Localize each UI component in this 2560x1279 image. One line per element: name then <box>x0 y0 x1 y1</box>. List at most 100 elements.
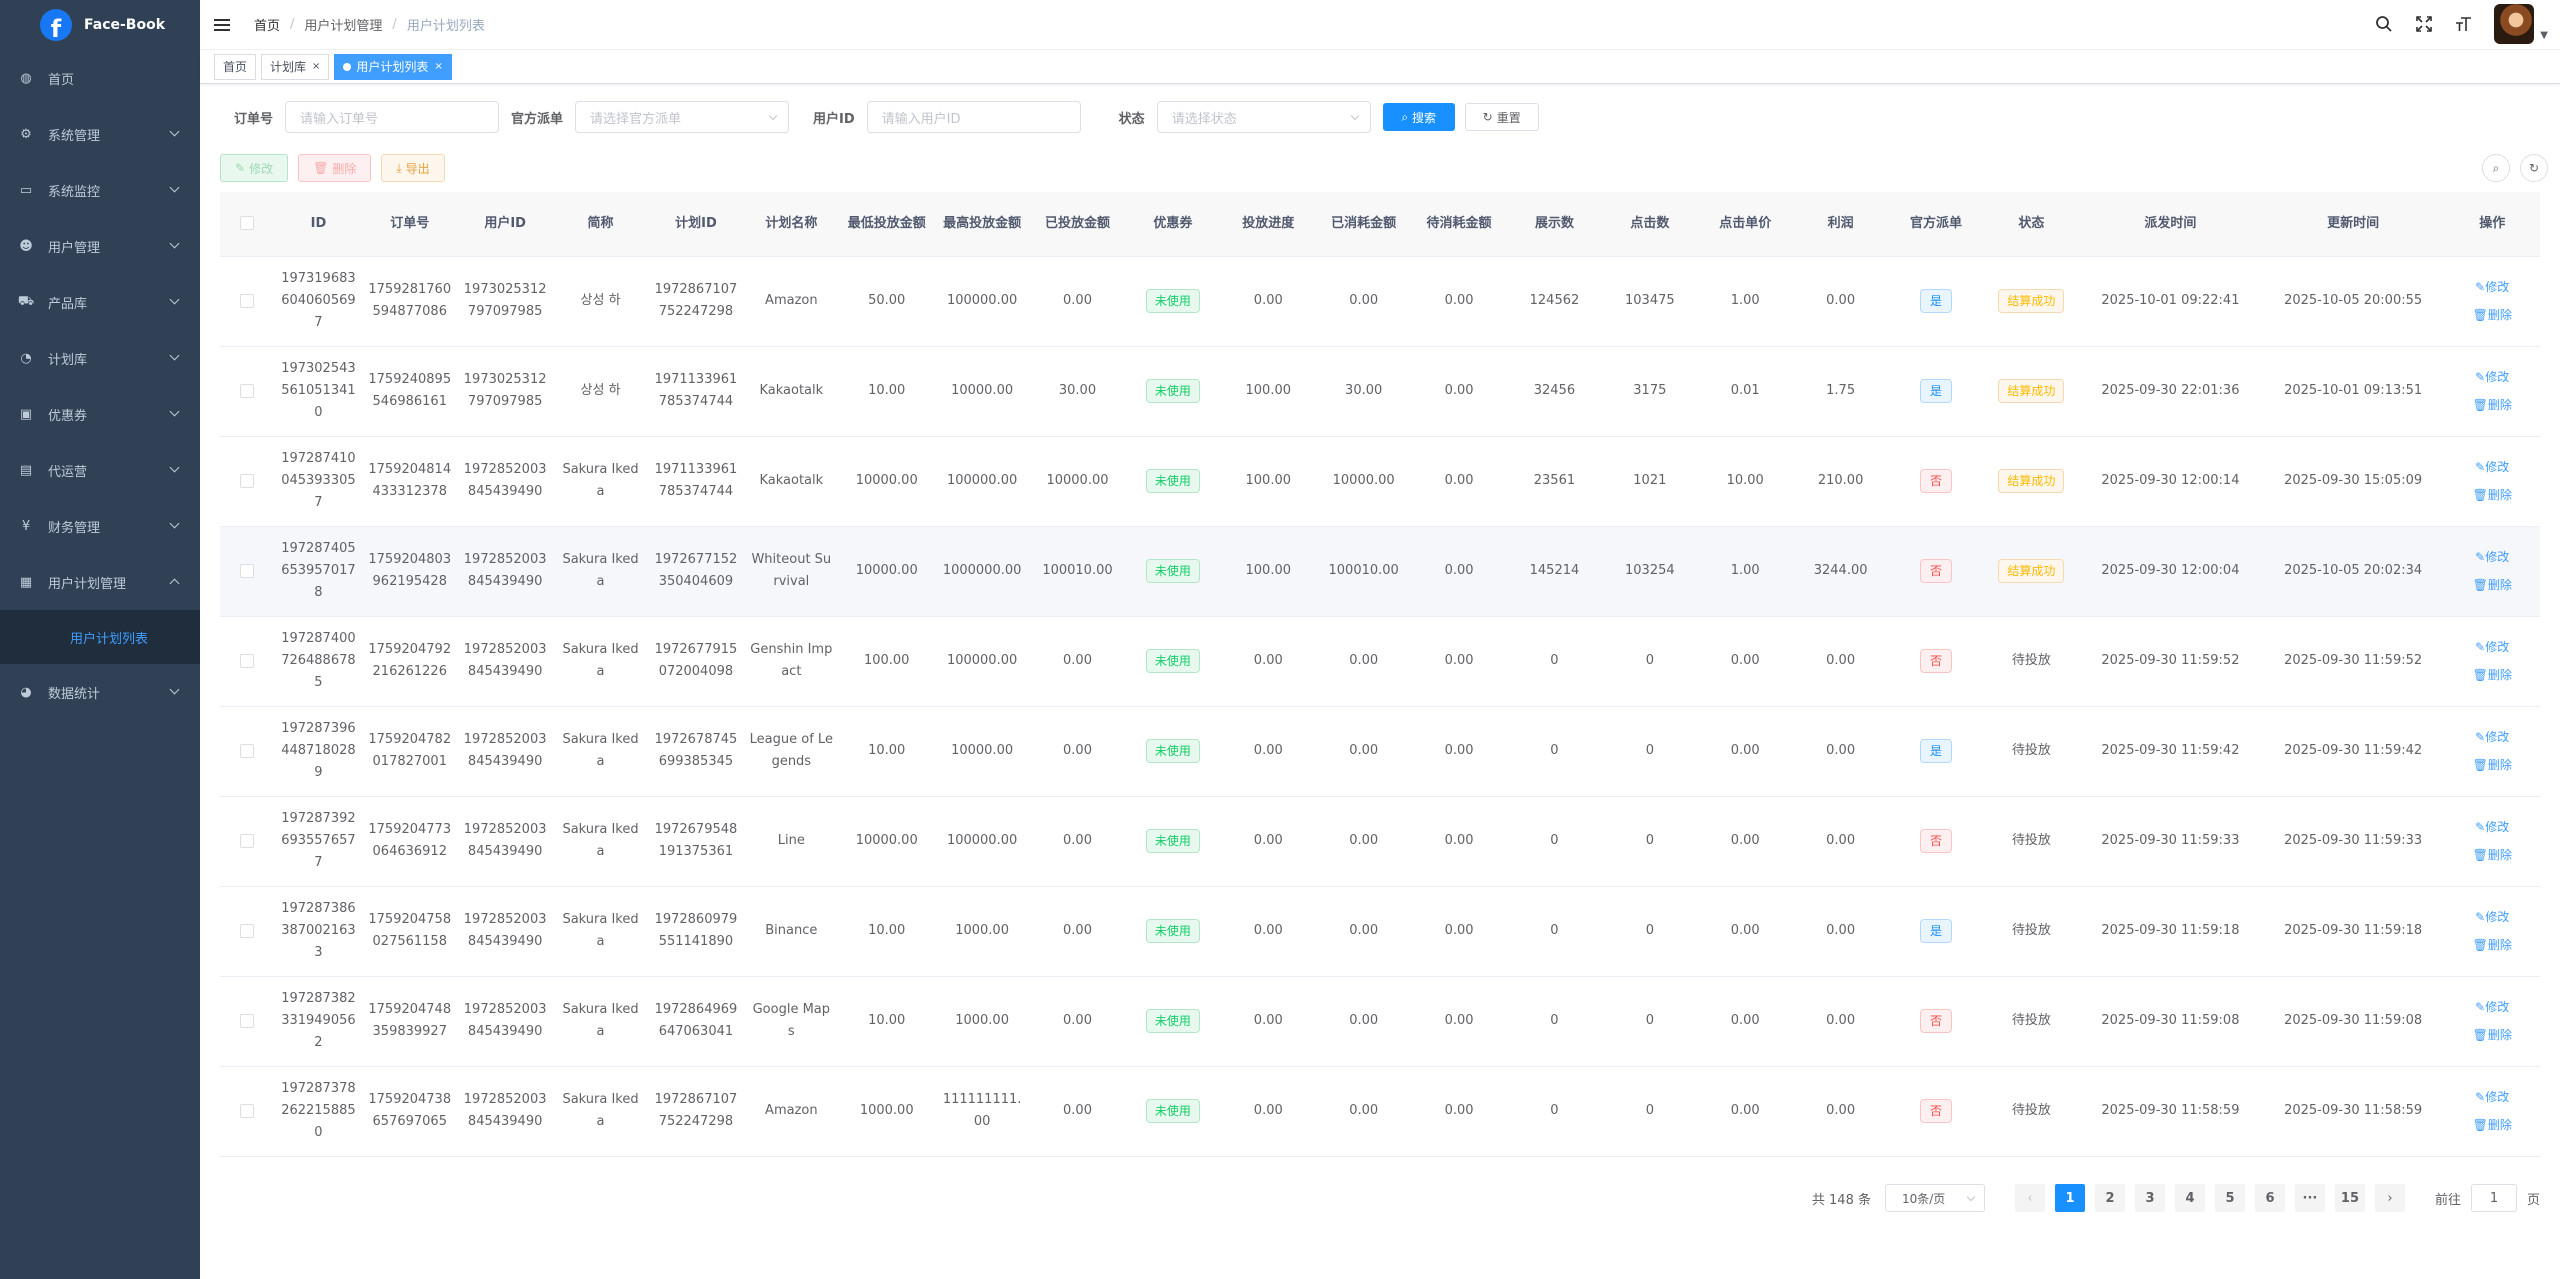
refresh-icon[interactable]: ↻ <box>2520 154 2548 182</box>
page-button[interactable]: 4 <box>2175 1184 2205 1212</box>
row-delete-link[interactable]: 🗑删除 <box>2450 1111 2534 1139</box>
toggle-search-icon[interactable]: ⌕ <box>2482 154 2510 182</box>
table-row[interactable]: 1972873964487180289 1759204782017827001 19… <box>220 706 2540 796</box>
order-input[interactable]: 请输入订单号 <box>285 101 499 133</box>
row-delete-link[interactable]: 🗑删除 <box>2450 931 2534 959</box>
row-delete-link[interactable]: 🗑删除 <box>2450 751 2534 779</box>
row-edit-link[interactable]: ✎修改 <box>2450 453 2534 481</box>
app-logo[interactable]: f Face-Book <box>0 0 200 50</box>
table-row[interactable]: 1972874007264886785 1759204792216261226 19… <box>220 616 2540 706</box>
cell-text: 2025-09-30 12:00:14 <box>2101 473 2239 488</box>
sidebar-subitem-user-plan-list[interactable]: 用户计划列表 <box>0 610 200 664</box>
tag-user-plan-list[interactable]: 用户计划列表 × <box>334 54 451 80</box>
row-checkbox[interactable] <box>240 384 254 398</box>
row-edit-link[interactable]: ✎修改 <box>2450 1083 2534 1111</box>
row-checkbox[interactable] <box>240 1104 254 1118</box>
search-icon[interactable] <box>2374 14 2394 34</box>
row-edit-link[interactable]: ✎修改 <box>2450 363 2534 391</box>
table-row[interactable]: 1973196836040605697 1759281760594877086 19… <box>220 256 2540 346</box>
row-checkbox[interactable] <box>240 834 254 848</box>
sidebar-item-gear[interactable]: ⚙ 系统管理 <box>0 106 200 162</box>
row-edit-link[interactable]: ✎修改 <box>2450 273 2534 301</box>
tag-plan-library[interactable]: 计划库 × <box>261 54 329 80</box>
dashboard-icon: ◍ <box>18 70 34 86</box>
row-delete-link[interactable]: 🗑删除 <box>2450 391 2534 419</box>
sidebar-item-clock[interactable]: ◔ 计划库 <box>0 330 200 386</box>
row-checkbox[interactable] <box>240 654 254 668</box>
sidebar-item-document[interactable]: ▤ 代运营 <box>0 442 200 498</box>
row-checkbox[interactable] <box>240 564 254 578</box>
next-page-button[interactable]: › <box>2375 1184 2405 1212</box>
row-delete-link[interactable]: 🗑删除 <box>2450 571 2534 599</box>
table-cell: 是 <box>1888 706 1983 796</box>
search-button[interactable]: ⌕ 搜索 <box>1383 103 1455 131</box>
font-size-icon[interactable] <box>2454 14 2474 34</box>
table-cell: 2025-09-30 11:59:08 <box>2079 976 2262 1066</box>
user-avatar[interactable] <box>2494 4 2534 44</box>
table-row[interactable]: 1972874056539570178 1759204803962195428 19… <box>220 526 2540 616</box>
page-button[interactable]: 3 <box>2135 1184 2165 1212</box>
row-edit-link[interactable]: ✎修改 <box>2450 723 2534 751</box>
table-row[interactable]: 1972874100453933057 1759204814433312378 19… <box>220 436 2540 526</box>
page-button[interactable]: 5 <box>2215 1184 2245 1212</box>
fullscreen-icon[interactable] <box>2414 14 2434 34</box>
breadcrumb-home[interactable]: 首页 <box>254 15 280 34</box>
sidebar-item-grid[interactable]: ▦ 用户计划管理 <box>0 554 200 610</box>
table-cell: 0.00 <box>1793 616 1888 706</box>
prev-page-button[interactable]: ‹ <box>2015 1184 2045 1212</box>
table-row[interactable]: 1972873782622158850 1759204738657697065 19… <box>220 1066 2540 1156</box>
page-button[interactable]: 15 <box>2335 1184 2365 1212</box>
table-cell: Sakura Ikeda <box>553 886 648 976</box>
row-delete-link[interactable]: 🗑删除 <box>2450 481 2534 509</box>
page-button[interactable]: 2 <box>2095 1184 2125 1212</box>
row-checkbox[interactable] <box>240 744 254 758</box>
edit-button[interactable]: ✎ 修改 <box>220 154 288 182</box>
official-select[interactable]: 请选择官方派单 <box>575 101 789 133</box>
reset-button[interactable]: ↻ 重置 <box>1465 103 1539 131</box>
select-all-checkbox[interactable] <box>240 216 254 230</box>
row-delete-link[interactable]: 🗑删除 <box>2450 841 2534 869</box>
userid-input[interactable]: 请输入用户ID <box>867 101 1081 133</box>
table-row[interactable]: 1972873926935576577 1759204773064636912 19… <box>220 796 2540 886</box>
export-button[interactable]: ⤓ 导出 <box>381 154 444 182</box>
row-checkbox[interactable] <box>240 294 254 308</box>
row-delete-link[interactable]: 🗑删除 <box>2450 1021 2534 1049</box>
close-icon[interactable]: × <box>312 61 320 72</box>
delete-button[interactable]: 🗑 删除 <box>298 154 371 182</box>
row-checkbox[interactable] <box>240 1014 254 1028</box>
sidebar-item-cart[interactable]: ⛟ 产品库 <box>0 274 200 330</box>
row-edit-link[interactable]: ✎修改 <box>2450 903 2534 931</box>
sidebar-item-user[interactable]: ☻ 用户管理 <box>0 218 200 274</box>
page-button[interactable]: 6 <box>2255 1184 2285 1212</box>
tag-home[interactable]: 首页 <box>214 54 256 80</box>
row-edit-link[interactable]: ✎修改 <box>2450 813 2534 841</box>
sidebar-item-chart[interactable]: ◕ 数据统计 <box>0 664 200 720</box>
page-button[interactable]: 1 <box>2055 1184 2085 1212</box>
table-row[interactable]: 1972873823319490562 1759204748359839927 19… <box>220 976 2540 1066</box>
table-cell: 상성 하 <box>553 346 648 436</box>
table-row[interactable]: 1972873863870021633 1759204758027561158 19… <box>220 886 2540 976</box>
row-delete-link[interactable]: 🗑删除 <box>2450 661 2534 689</box>
breadcrumb-level2[interactable]: 用户计划管理 <box>304 15 382 34</box>
sidebar-item-coupon[interactable]: ▣ 优惠券 <box>0 386 200 442</box>
goto-input[interactable]: 1 <box>2471 1184 2517 1212</box>
row-checkbox[interactable] <box>240 924 254 938</box>
sidebar-item-monitor[interactable]: ▭ 系统监控 <box>0 162 200 218</box>
row-delete-link[interactable]: 🗑删除 <box>2450 301 2534 329</box>
table-cell: 是 <box>1888 256 1983 346</box>
row-edit-link[interactable]: ✎修改 <box>2450 993 2534 1021</box>
status-select[interactable]: 请选择状态 <box>1157 101 1371 133</box>
more-pages-button[interactable]: ··· <box>2295 1184 2325 1212</box>
sidebar-item-dashboard[interactable]: ◍ 首页 <box>0 50 200 106</box>
close-icon[interactable]: × <box>434 61 442 72</box>
page-size-select[interactable]: 10条/页 <box>1885 1184 1985 1212</box>
row-checkbox[interactable] <box>240 474 254 488</box>
row-edit-link[interactable]: ✎修改 <box>2450 543 2534 571</box>
caret-down-icon[interactable]: ▼ <box>2540 30 2548 41</box>
sidebar-item-yen[interactable]: ¥ 财务管理 <box>0 498 200 554</box>
cell-text: 0.00 <box>1826 1013 1855 1028</box>
column-header: 用户ID <box>457 192 552 256</box>
hamburger-icon[interactable] <box>214 15 234 35</box>
row-edit-link[interactable]: ✎修改 <box>2450 633 2534 661</box>
table-row[interactable]: 1973025435610513410 1759240895546986161 19… <box>220 346 2540 436</box>
